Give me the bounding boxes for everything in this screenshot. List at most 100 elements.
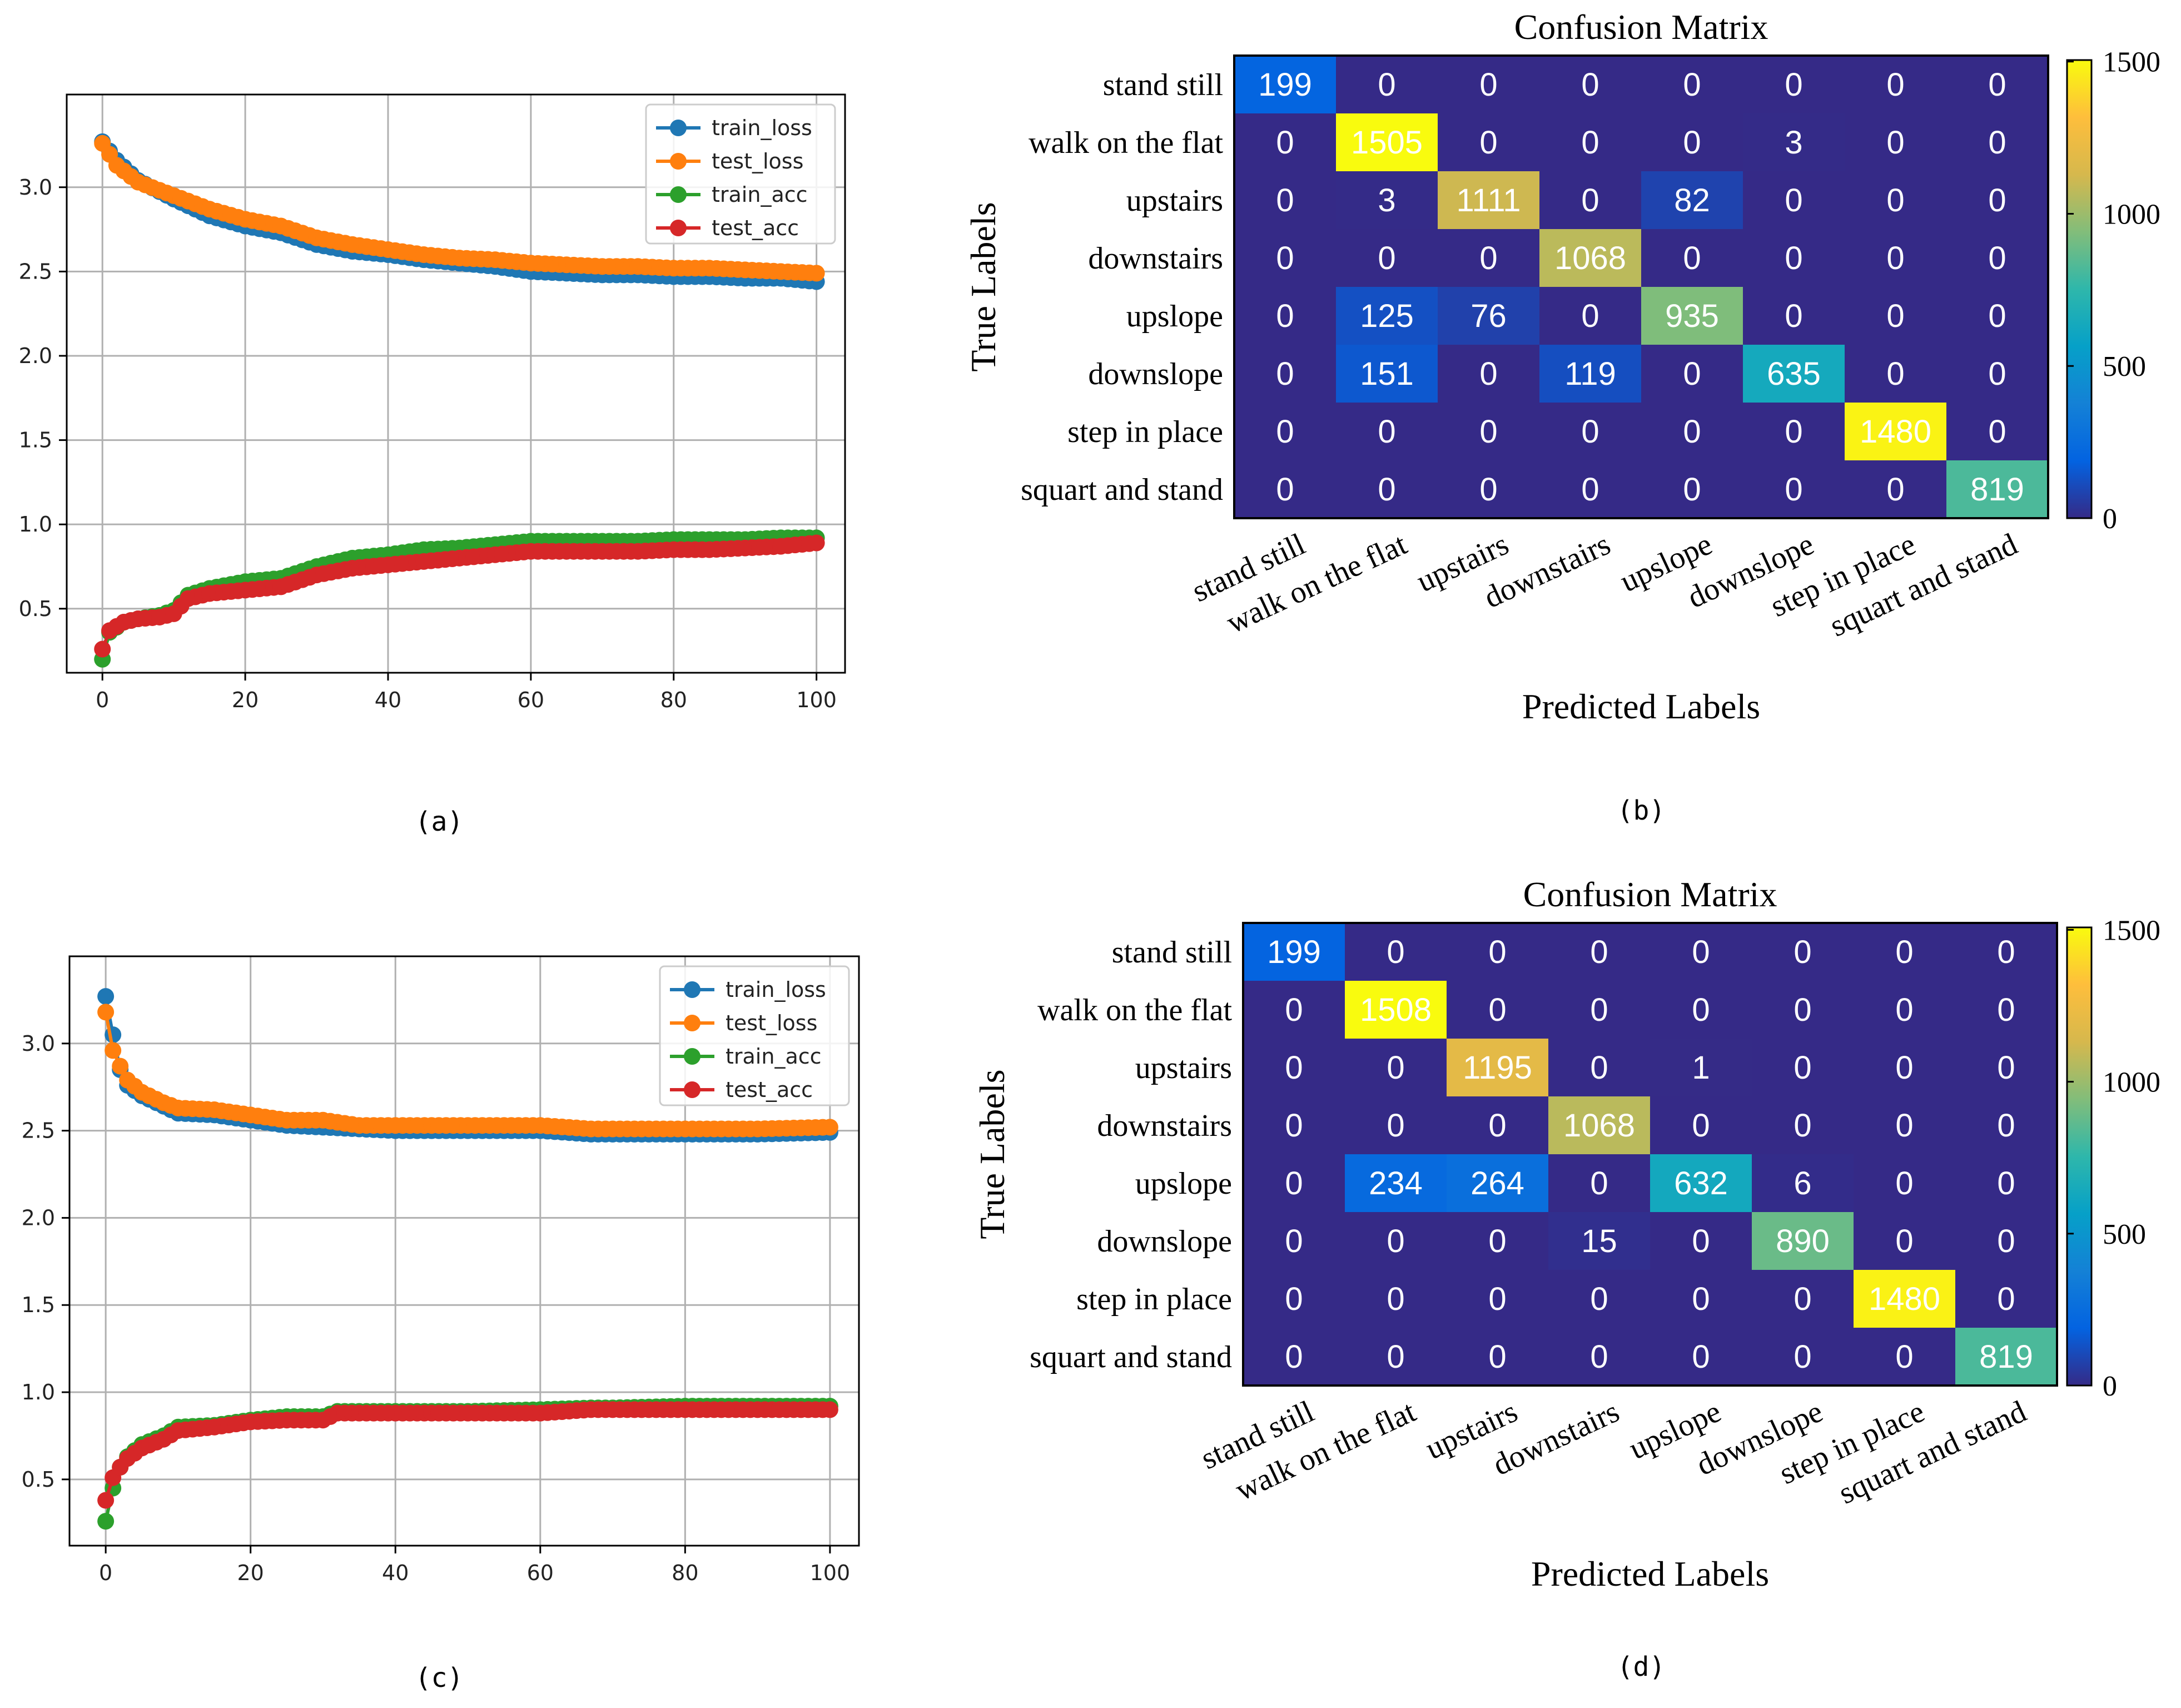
cm-cell-value: 0	[1479, 356, 1497, 392]
cm-cell-value: 632	[1674, 1165, 1728, 1201]
cm-cell-value: 0	[1692, 1281, 1710, 1317]
cm-cell	[1946, 229, 2049, 287]
cm-cell	[1345, 1328, 1447, 1386]
cm-cell-value: 0	[1285, 1339, 1303, 1375]
cm-cell	[1234, 287, 1337, 345]
cm-cell-value: 125	[1360, 298, 1414, 334]
cm-cell-value: 0	[1590, 1339, 1608, 1375]
y-tick-label: 3.0	[22, 1031, 55, 1056]
cm-cell	[1234, 171, 1337, 230]
cm-cell-value: 0	[1581, 471, 1599, 508]
cm-cell	[1234, 345, 1337, 403]
y-tick-label: 3.0	[19, 175, 52, 200]
cm-cell	[1447, 1270, 1549, 1328]
cm-cell	[1641, 287, 1743, 345]
x-tick-label: 20	[237, 1561, 264, 1585]
cm-cell-value: 0	[1785, 414, 1802, 450]
cm-cell-value: 76	[1470, 298, 1507, 334]
cm-cell-value: 0	[1285, 1050, 1303, 1086]
cm-row-label: downstairs	[1097, 1109, 1232, 1143]
legend-swatch-marker	[684, 1081, 700, 1098]
cm-cell-value: 0	[1683, 67, 1701, 103]
cm-cell	[1743, 56, 1845, 114]
cm-cell	[1743, 460, 1845, 519]
cm-cell	[1752, 1096, 1854, 1155]
cm-cell-value: 0	[1488, 1223, 1506, 1259]
caption-a: (a)	[415, 806, 464, 837]
cm-row-label: upslope	[1135, 1166, 1232, 1201]
panel-a-line-chart: 0 20 40 60 80 100 0.5 1.0 1.5 2.0 2.5 3.0 train_loss…	[0, 0, 867, 723]
cm-cell	[1955, 981, 2058, 1039]
cm-cell-value: 0	[1479, 67, 1497, 103]
cm-cell	[1438, 113, 1540, 172]
cm-cell	[1336, 403, 1438, 461]
colorbar-tick-label: 1000	[2103, 198, 2160, 230]
cm-cell	[1641, 229, 1743, 287]
cm-cell-value: 3	[1785, 125, 1802, 161]
plot-frame	[68, 955, 860, 1547]
series-test_acc	[94, 534, 825, 658]
series-test_acc	[97, 1401, 838, 1509]
series-test_loss	[94, 135, 825, 282]
cm-cell-value: 0	[1479, 125, 1497, 161]
cm-cell	[1243, 1096, 1345, 1155]
cm-cell	[1650, 1039, 1752, 1097]
cm-cell-value: 0	[1276, 240, 1294, 276]
cm-cell-value: 0	[1581, 182, 1599, 219]
cm-row-label: downslope	[1097, 1224, 1232, 1259]
cm-x-axis-label: Predicted Labels	[1522, 687, 1760, 726]
cm-cell	[1539, 171, 1642, 230]
cm-cell	[1234, 56, 1337, 114]
cm-cell	[1447, 981, 1549, 1039]
cm-cell-value: 0	[1488, 1339, 1506, 1375]
cm-cell-value: 0	[1895, 1108, 1913, 1144]
cm-cell	[1955, 923, 2058, 981]
cm-cell	[1752, 1154, 1854, 1213]
cm-cell	[1650, 1212, 1752, 1270]
cm-cell	[1955, 1270, 2058, 1328]
cm-cell-value: 0	[1895, 992, 1913, 1028]
cm-cell-value: 0	[1692, 1339, 1710, 1375]
y-tick-label: 1.5	[19, 428, 52, 453]
colorbar	[2066, 59, 2093, 519]
cm-cell-value: 0	[1479, 240, 1497, 276]
cm-cell	[1345, 1096, 1447, 1155]
colorbar-tick-label: 0	[2103, 503, 2117, 535]
cm-cell	[1854, 1039, 1956, 1097]
legend-swatch-marker	[670, 186, 687, 203]
cm-row-label: upstairs	[1135, 1051, 1232, 1085]
legend-swatch-marker	[670, 220, 687, 236]
data-point-test_loss	[808, 265, 825, 282]
cm-cell	[1946, 345, 2049, 403]
y-tick-label: 1.5	[22, 1293, 55, 1317]
cm-cell	[1743, 287, 1845, 345]
cm-cell	[1845, 56, 1947, 114]
cm-cell	[1854, 1096, 1956, 1155]
colorbar-tick-label: 1000	[2103, 1067, 2160, 1099]
cm-cell-value: 0	[1886, 298, 1904, 334]
cm-row-label: stand still	[1103, 68, 1223, 102]
data-point-train_loss	[97, 988, 115, 1005]
data-point-test_loss	[97, 1004, 115, 1021]
legend-label-train_acc: train_acc	[712, 182, 808, 207]
cm-cell	[1650, 923, 1752, 981]
cm-row-label: walk on the flat	[1037, 993, 1232, 1027]
cm-cell-value: 0	[1785, 240, 1802, 276]
cm-cell	[1438, 56, 1540, 114]
cm-cell	[1854, 981, 1956, 1039]
cm-cell-value: 1111	[1456, 182, 1521, 219]
y-tick-label: 2.0	[19, 344, 52, 368]
cm-cell	[1752, 1270, 1854, 1328]
cm-cell-value: 1480	[1869, 1281, 1940, 1317]
cm-cell-value: 0	[1285, 1223, 1303, 1259]
cm-frame	[1242, 922, 2058, 1387]
cm-frame	[1233, 54, 2049, 519]
cm-cell-value: 15	[1581, 1223, 1617, 1259]
cm-cell-value: 0	[1276, 125, 1294, 161]
cm-cell-value: 119	[1564, 356, 1616, 392]
cm-cell-value: 234	[1369, 1165, 1423, 1201]
legend-label-test_acc: test_acc	[712, 216, 799, 240]
cm-cell	[1243, 1270, 1345, 1328]
cm-cell	[1845, 403, 1947, 461]
